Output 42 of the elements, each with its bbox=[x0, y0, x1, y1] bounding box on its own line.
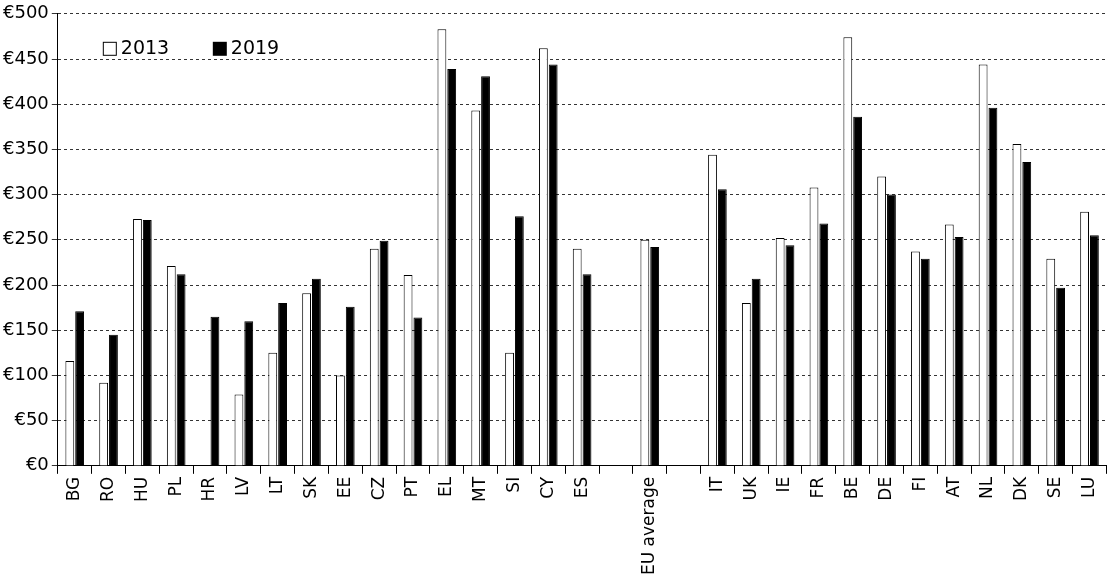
x-tick-label: UK bbox=[739, 475, 760, 501]
y-tick-label: €0 bbox=[25, 453, 49, 475]
x-tick-label: FI bbox=[908, 476, 929, 492]
x-tick-label: RO bbox=[96, 476, 117, 503]
x-tick-label: IT bbox=[705, 476, 726, 493]
x-tick-label: DK bbox=[1010, 475, 1031, 502]
y-tick-label: €300 bbox=[3, 182, 49, 204]
x-tick-label: HU bbox=[130, 476, 151, 503]
x-tick-label: ES bbox=[570, 476, 591, 499]
x-tick-label: LV bbox=[232, 476, 253, 497]
x-tick-label: EL bbox=[435, 476, 456, 498]
y-tick-label: €250 bbox=[3, 227, 49, 249]
x-tick-label: LU bbox=[1077, 476, 1098, 498]
legend-label: 2019 bbox=[230, 35, 280, 58]
y-tick-label: €450 bbox=[3, 46, 49, 68]
y-tick-label: €500 bbox=[3, 1, 49, 23]
y-tick-label: €200 bbox=[3, 272, 49, 294]
x-tick-label: BE bbox=[841, 476, 862, 500]
x-tick-label: CY bbox=[536, 476, 557, 499]
x-tick-label: MT bbox=[469, 476, 490, 502]
x-tick-label: FR bbox=[807, 476, 828, 499]
x-tick-label: HR bbox=[198, 476, 219, 502]
x-tick-label: LT bbox=[266, 476, 287, 495]
x-tick-label: SE bbox=[1044, 476, 1065, 499]
x-tick-label: NL bbox=[976, 476, 997, 500]
y-tick-label: €100 bbox=[3, 363, 49, 385]
x-tick-label: BG bbox=[63, 476, 84, 502]
x-tick-label: PL bbox=[164, 476, 185, 497]
x-tick-label: IE bbox=[773, 476, 794, 493]
y-tick-label: €400 bbox=[3, 91, 49, 113]
x-tick-label: EE bbox=[333, 476, 354, 499]
legend-label: 2013 bbox=[120, 35, 170, 58]
x-tick-label: CZ bbox=[367, 476, 388, 501]
x-tick-label: DE bbox=[874, 476, 895, 501]
y-tick-label: €350 bbox=[3, 137, 49, 159]
y-tick-label: €150 bbox=[3, 317, 49, 339]
x-tick-label: PT bbox=[401, 476, 422, 498]
x-tick-label: EU average bbox=[638, 476, 659, 576]
x-tick-label: SK bbox=[299, 475, 320, 499]
x-tick-label: SI bbox=[502, 476, 523, 493]
x-tick-label: AT bbox=[942, 476, 963, 498]
y-tick-label: €50 bbox=[14, 408, 49, 430]
